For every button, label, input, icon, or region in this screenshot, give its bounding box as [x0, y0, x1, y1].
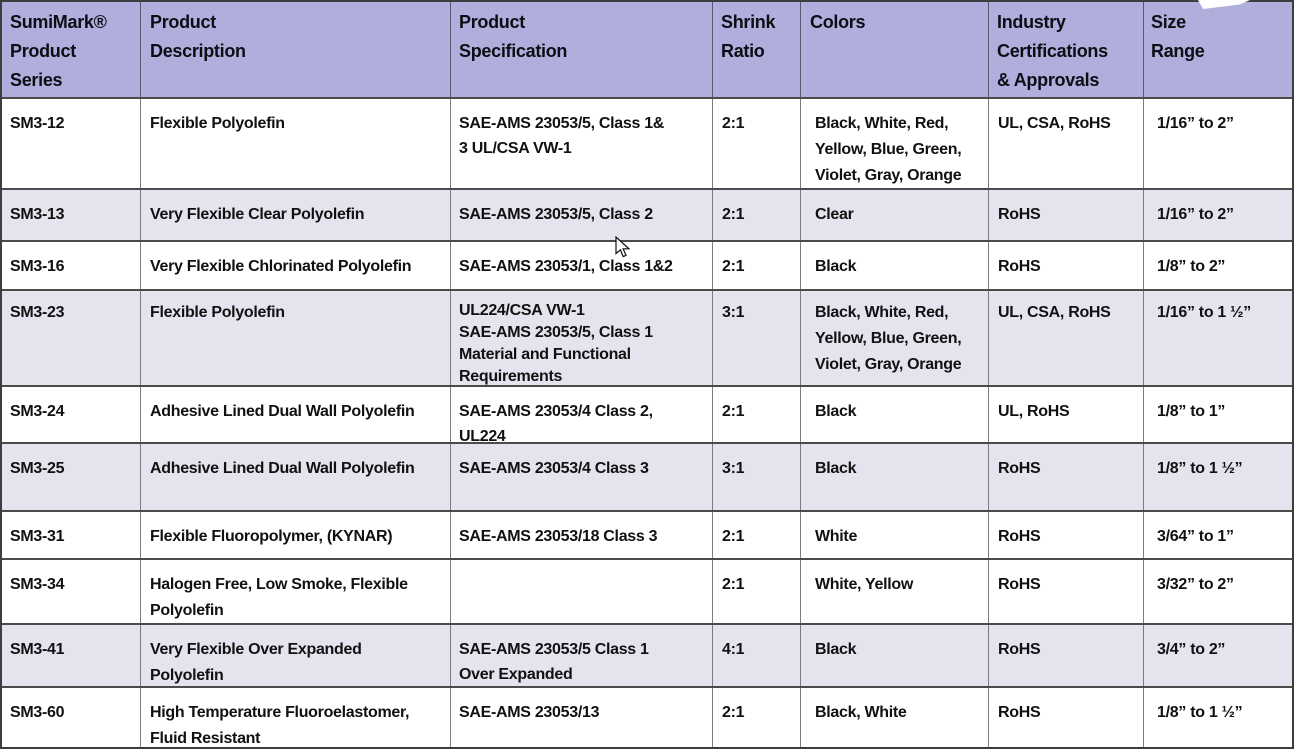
table-row-sm3-23: SM3-23 Flexible Polyolefin UL224/CSA VW-1 …	[2, 289, 1292, 385]
table-row-sm3-16: SM3-16 Very Flexible Chlorinated Polyolef…	[2, 240, 1292, 289]
table-row-sm3-41: SM3-41 Very Flexible Over Expanded Polyol…	[2, 623, 1292, 686]
header-product-series: SumiMark® Product Series	[2, 2, 141, 97]
cell-colors: Black	[801, 242, 989, 289]
cell-size-range: 1/8” to 1 ½”	[1157, 704, 1243, 721]
cell-series: SM3-60	[2, 688, 141, 747]
table-row-sm3-13: SM3-13 Very Flexible Clear Polyolefin SAE…	[2, 188, 1292, 240]
page-corner-artifact	[1198, 0, 1250, 9]
cell-size-range: 1/8” to 1 ½”	[1157, 460, 1243, 477]
header-size-range: Size Range	[1151, 12, 1205, 61]
cell-shrink-ratio: 2:1	[713, 242, 801, 289]
cell-specification: SAE-AMS 23053/5, Class 1& 3 UL/CSA VW-1	[451, 99, 713, 188]
cell-certifications: RoHS	[989, 242, 1144, 289]
cell-certifications: RoHS	[989, 625, 1144, 686]
cell-certifications: RoHS	[989, 190, 1144, 240]
cell-specification: SAE-AMS 23053/5 Class 1 Over Expanded	[451, 625, 713, 686]
cell-shrink-ratio: 2:1	[713, 560, 801, 623]
cell-certifications: UL, RoHS	[989, 387, 1144, 442]
cell-shrink-ratio: 3:1	[713, 444, 801, 510]
cell-shrink-ratio: 2:1	[713, 387, 801, 442]
cell-shrink-ratio: 2:1	[713, 512, 801, 558]
cell-colors: White	[801, 512, 989, 558]
cell-colors: Black	[801, 444, 989, 510]
cell-description: Very Flexible Chlorinated Polyolefin	[141, 242, 451, 289]
cell-specification: SAE-AMS 23053/5, Class 2	[451, 190, 713, 240]
cell-certifications: RoHS	[989, 512, 1144, 558]
cell-series: SM3-16	[2, 242, 141, 289]
cell-shrink-ratio: 2:1	[713, 190, 801, 240]
cell-description: Flexible Fluoropolymer, (KYNAR)	[141, 512, 451, 558]
table-header-row: SumiMark® Product Series Product Descrip…	[2, 2, 1292, 97]
table-row-sm3-31: SM3-31 Flexible Fluoropolymer, (KYNAR) SAE…	[2, 510, 1292, 558]
cell-shrink-ratio: 3:1	[713, 291, 801, 385]
header-industry-certifications: Industry Certifications & Approvals	[989, 2, 1144, 97]
cell-certifications: RoHS	[989, 444, 1144, 510]
cell-colors: Black	[801, 625, 989, 686]
cell-specification: SAE-AMS 23053/18 Class 3	[451, 512, 713, 558]
cell-description: Adhesive Lined Dual Wall Polyolefin	[141, 444, 451, 510]
cell-colors: Black, White, Red, Yellow, Blue, Green, …	[801, 99, 989, 188]
header-product-specification: Product Specification	[451, 2, 713, 97]
cell-colors: Black	[801, 387, 989, 442]
cell-specification: SAE-AMS 23053/4 Class 2, UL224	[451, 387, 713, 442]
header-colors: Colors	[801, 2, 989, 97]
table-row-sm3-25: SM3-25 Adhesive Lined Dual Wall Polyolefi…	[2, 442, 1292, 510]
table-row-sm3-24: SM3-24 Adhesive Lined Dual Wall Polyolefi…	[2, 385, 1292, 442]
table-row-sm3-12: SM3-12 Flexible Polyolefin SAE-AMS 23053/5…	[2, 97, 1292, 188]
cell-size-range: 1/16” to 2”	[1157, 206, 1234, 223]
cell-series: SM3-13	[2, 190, 141, 240]
cell-colors: Black, White	[801, 688, 989, 747]
cell-series: SM3-31	[2, 512, 141, 558]
cell-description: Flexible Polyolefin	[141, 291, 451, 385]
header-product-description: Product Description	[141, 2, 451, 97]
cell-shrink-ratio: 2:1	[713, 99, 801, 188]
cell-colors: Black, White, Red, Yellow, Blue, Green, …	[801, 291, 989, 385]
cell-specification: UL224/CSA VW-1 SAE-AMS 23053/5, Class 1 …	[451, 291, 713, 385]
cell-description: High Temperature Fluoroelastomer, Fluid …	[141, 688, 451, 747]
cell-series: SM3-23	[2, 291, 141, 385]
cell-series: SM3-25	[2, 444, 141, 510]
cell-certifications: UL, CSA, RoHS	[989, 99, 1144, 188]
cell-size-range: 1/16” to 2”	[1157, 115, 1234, 132]
cell-specification: SAE-AMS 23053/13	[451, 688, 713, 747]
cell-size-range: 3/64” to 1”	[1157, 528, 1234, 545]
cell-certifications: UL, CSA, RoHS	[989, 291, 1144, 385]
cell-certifications: RoHS	[989, 688, 1144, 747]
cell-specification: SAE-AMS 23053/1, Class 1&2	[451, 242, 713, 289]
cell-size-range: 1/8” to 2”	[1157, 258, 1226, 275]
cell-series: SM3-34	[2, 560, 141, 623]
cell-certifications: RoHS	[989, 560, 1144, 623]
cell-size-range: 3/32” to 2”	[1157, 576, 1234, 593]
cell-size-range: 3/4” to 2”	[1157, 641, 1226, 658]
table-row-sm3-34: SM3-34 Halogen Free, Low Smoke, Flexible …	[2, 558, 1292, 623]
cell-description: Flexible Polyolefin	[141, 99, 451, 188]
cell-series: SM3-41	[2, 625, 141, 686]
cell-colors: Clear	[801, 190, 989, 240]
cell-colors: White, Yellow	[801, 560, 989, 623]
cell-series: SM3-12	[2, 99, 141, 188]
cell-shrink-ratio: 2:1	[713, 688, 801, 747]
cell-description: Very Flexible Clear Polyolefin	[141, 190, 451, 240]
cell-specification	[451, 560, 713, 623]
cell-specification: SAE-AMS 23053/4 Class 3	[451, 444, 713, 510]
table-row-sm3-60: SM3-60 High Temperature Fluoroelastomer, …	[2, 686, 1292, 747]
cell-description: Adhesive Lined Dual Wall Polyolefin	[141, 387, 451, 442]
cell-description: Very Flexible Over Expanded Polyolefin	[141, 625, 451, 686]
cell-series: SM3-24	[2, 387, 141, 442]
cell-description: Halogen Free, Low Smoke, Flexible Polyol…	[141, 560, 451, 623]
table-body: SM3-12 Flexible Polyolefin SAE-AMS 23053/5…	[2, 97, 1292, 747]
cell-size-range: 1/16” to 1 ½”	[1157, 304, 1251, 321]
cell-shrink-ratio: 4:1	[713, 625, 801, 686]
cell-size-range: 1/8” to 1”	[1157, 403, 1226, 420]
header-shrink-ratio: Shrink Ratio	[713, 2, 801, 97]
